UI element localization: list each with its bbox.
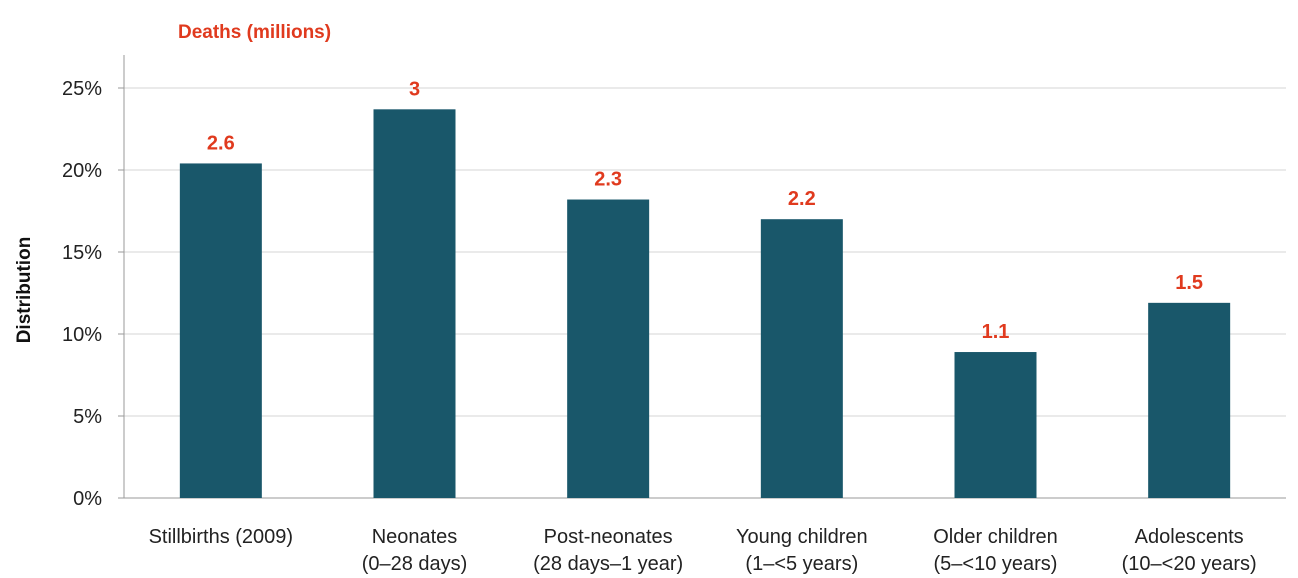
bar (954, 352, 1037, 498)
y-tick-label: 20% (62, 160, 102, 182)
data-label: 1.1 (982, 321, 1010, 343)
x-tick-label: Older children (933, 526, 1058, 548)
x-tick-label: Neonates (372, 526, 458, 548)
x-tick-label: Adolescents (1135, 526, 1244, 548)
x-tick-label: (0–28 days) (362, 553, 468, 575)
x-tick-label: Young children (736, 526, 868, 548)
labels: 0% 5% 10% 15% 20% 25% 2.6 Stillbirths (2009) 3 Ne… (62, 78, 1257, 575)
data-label: 1.5 (1175, 272, 1203, 294)
data-label: 2.6 (207, 132, 235, 154)
y-tick-label: 25% (62, 78, 102, 100)
x-tick-label: (5–<10 years) (934, 553, 1058, 575)
data-label: 2.3 (594, 169, 622, 191)
x-tick-label: Post-neonates (544, 526, 673, 548)
bars (179, 109, 1231, 498)
y-tick-label: 10% (62, 324, 102, 346)
y-tick-label: 0% (73, 488, 102, 510)
x-tick-label: (10–<20 years) (1122, 553, 1257, 575)
bar (179, 163, 262, 498)
chart-subtitle: Deaths (millions) (178, 22, 331, 43)
y-tick-label: 15% (62, 242, 102, 264)
x-tick-label: Stillbirths (2009) (149, 526, 294, 548)
bar (373, 109, 456, 498)
x-tick-label: (1–<5 years) (745, 553, 858, 575)
y-tick-label: 5% (73, 406, 102, 428)
data-label: 3 (409, 78, 420, 100)
axes (118, 55, 1286, 499)
y-axis-title: Distribution (14, 237, 35, 344)
bar (567, 199, 650, 498)
gridlines (124, 87, 1286, 417)
x-tick-label: (28 days–1 year) (533, 553, 683, 575)
bar (1148, 302, 1231, 498)
data-label: 2.2 (788, 188, 816, 210)
bar (760, 219, 843, 498)
